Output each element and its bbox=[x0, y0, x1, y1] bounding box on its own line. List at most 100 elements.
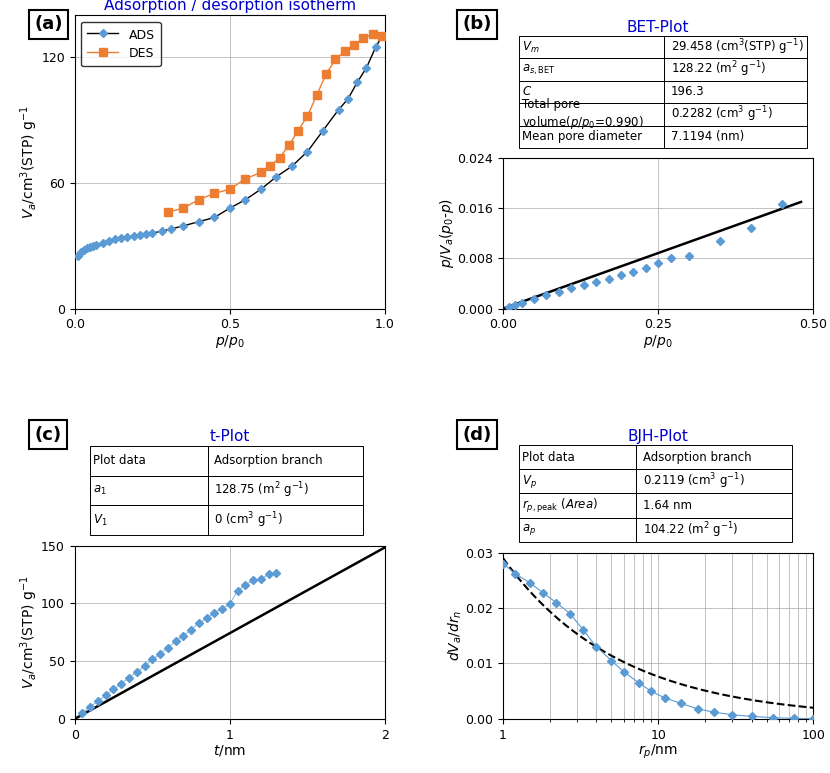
ADS bbox=[371, 43, 381, 52]
ADS bbox=[352, 78, 362, 87]
Y-axis label: $V_a$/cm$^3$(STP) g$^{-1}$: $V_a$/cm$^3$(STP) g$^{-1}$ bbox=[18, 575, 40, 689]
Text: Mean pore diameter: Mean pore diameter bbox=[521, 131, 642, 144]
ADS bbox=[76, 247, 85, 257]
DES bbox=[330, 55, 340, 64]
DES bbox=[377, 32, 387, 41]
ADS bbox=[98, 238, 108, 247]
Text: t-Plot: t-Plot bbox=[210, 429, 250, 444]
DES bbox=[241, 174, 251, 183]
Bar bbox=[90, 506, 208, 535]
ADS bbox=[129, 232, 139, 241]
Bar bbox=[637, 518, 792, 542]
Bar bbox=[519, 80, 665, 104]
Text: Plot data: Plot data bbox=[93, 455, 146, 468]
Legend: ADS, DES: ADS, DES bbox=[81, 22, 161, 66]
ADS bbox=[79, 245, 89, 254]
ADS bbox=[85, 242, 95, 251]
DES bbox=[256, 168, 266, 177]
DES bbox=[302, 111, 312, 121]
Y-axis label: $dV_a/dr_n$: $dV_a/dr_n$ bbox=[447, 610, 464, 662]
Title: Adsorption / desorption isotherm: Adsorption / desorption isotherm bbox=[104, 0, 356, 13]
Text: 7.1194 (nm): 7.1194 (nm) bbox=[671, 131, 744, 144]
Text: (b): (b) bbox=[462, 15, 492, 33]
Y-axis label: $V_a$/cm$^3$(STP) g$^{-1}$: $V_a$/cm$^3$(STP) g$^{-1}$ bbox=[18, 105, 40, 219]
Text: Total pore
volume($p/p_0$=0.990): Total pore volume($p/p_0$=0.990) bbox=[521, 98, 643, 131]
Text: 29.458 (cm$^3$(STP) g$^{-1}$): 29.458 (cm$^3$(STP) g$^{-1}$) bbox=[671, 37, 803, 57]
ADS bbox=[302, 147, 312, 156]
Bar bbox=[90, 446, 208, 475]
DES bbox=[312, 90, 322, 100]
ADS bbox=[166, 224, 176, 233]
Bar bbox=[637, 469, 792, 493]
DES bbox=[194, 195, 204, 204]
ADS bbox=[135, 230, 145, 240]
Text: $V_m$: $V_m$ bbox=[521, 39, 540, 55]
ADS bbox=[123, 233, 133, 242]
Bar bbox=[519, 126, 665, 148]
DES bbox=[321, 70, 331, 79]
ADS bbox=[362, 63, 372, 73]
DES bbox=[209, 189, 219, 198]
ADS bbox=[141, 230, 151, 239]
Bar bbox=[665, 58, 808, 80]
ADS bbox=[271, 172, 281, 182]
Text: $V_1$: $V_1$ bbox=[93, 512, 108, 528]
Bar bbox=[665, 80, 808, 104]
Bar bbox=[519, 518, 637, 542]
Text: $V_p$: $V_p$ bbox=[521, 473, 536, 490]
Bar bbox=[519, 58, 665, 80]
Bar bbox=[208, 475, 364, 506]
ADS bbox=[88, 241, 98, 250]
ADS bbox=[73, 251, 83, 261]
ADS bbox=[256, 185, 266, 194]
Text: 128.75 (m$^2$ g$^{-1}$): 128.75 (m$^2$ g$^{-1}$) bbox=[214, 481, 310, 500]
Line: DES: DES bbox=[164, 30, 386, 216]
DES bbox=[225, 185, 235, 194]
ADS bbox=[377, 32, 387, 41]
Text: $a_1$: $a_1$ bbox=[93, 484, 107, 497]
ADS bbox=[178, 221, 188, 230]
ADS bbox=[82, 243, 92, 253]
ADS bbox=[194, 217, 204, 226]
Bar bbox=[519, 469, 637, 493]
Bar bbox=[90, 475, 208, 506]
Text: 128.22 (m$^2$ g$^{-1}$): 128.22 (m$^2$ g$^{-1}$) bbox=[671, 60, 766, 80]
Bar bbox=[519, 493, 637, 518]
Bar bbox=[637, 445, 792, 469]
Bar bbox=[665, 126, 808, 148]
Text: BET-Plot: BET-Plot bbox=[627, 19, 690, 35]
Text: 1.64 nm: 1.64 nm bbox=[642, 499, 691, 512]
Text: 0.2282 (cm$^3$ g$^{-1}$): 0.2282 (cm$^3$ g$^{-1}$) bbox=[671, 104, 773, 124]
ADS bbox=[343, 94, 353, 104]
DES bbox=[293, 126, 303, 135]
ADS bbox=[110, 235, 120, 244]
Text: $C$: $C$ bbox=[521, 86, 532, 98]
DES bbox=[368, 29, 378, 39]
ADS bbox=[116, 233, 126, 243]
Bar bbox=[665, 104, 808, 126]
X-axis label: $r_p$/nm: $r_p$/nm bbox=[638, 743, 678, 761]
ADS bbox=[91, 240, 101, 250]
DES bbox=[266, 162, 276, 171]
DES bbox=[163, 208, 173, 217]
DES bbox=[349, 40, 359, 49]
Text: Plot data: Plot data bbox=[521, 451, 574, 464]
ADS bbox=[225, 203, 235, 213]
Text: $a_{s,\mathrm{BET}}$: $a_{s,\mathrm{BET}}$ bbox=[521, 63, 555, 77]
Text: (c): (c) bbox=[34, 426, 61, 444]
DES bbox=[339, 46, 349, 56]
Text: 0 (cm$^3$ g$^{-1}$): 0 (cm$^3$ g$^{-1}$) bbox=[214, 510, 283, 530]
Text: $a_p$: $a_p$ bbox=[521, 523, 535, 537]
ADS bbox=[209, 213, 219, 222]
Bar bbox=[665, 36, 808, 58]
Text: Adsorption branch: Adsorption branch bbox=[214, 455, 323, 468]
Bar bbox=[637, 493, 792, 518]
Bar bbox=[519, 445, 637, 469]
Text: 104.22 (m$^2$ g$^{-1}$): 104.22 (m$^2$ g$^{-1}$) bbox=[642, 520, 738, 540]
DES bbox=[284, 141, 294, 150]
ADS bbox=[157, 226, 167, 236]
ADS bbox=[334, 105, 344, 114]
DES bbox=[275, 153, 285, 162]
Y-axis label: $p/V_a(p_0$-$p)$: $p/V_a(p_0$-$p)$ bbox=[438, 198, 456, 268]
Bar bbox=[519, 36, 665, 58]
